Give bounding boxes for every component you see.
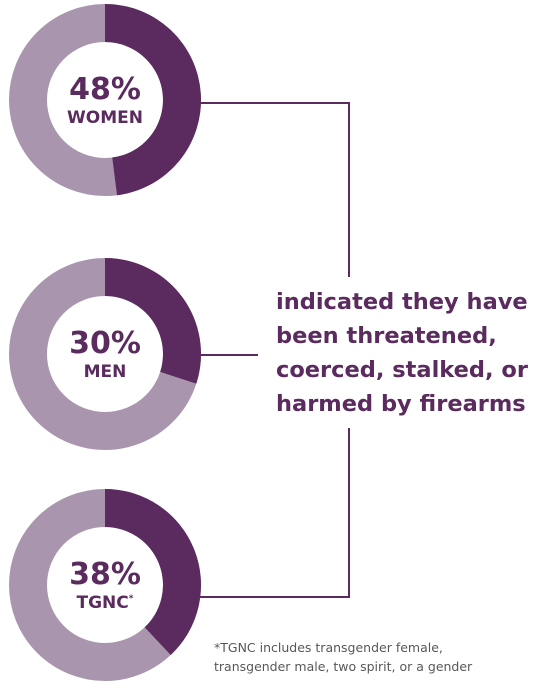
group-name: TGNC — [77, 593, 129, 613]
donut-value-slice — [105, 4, 202, 196]
connector-top — [200, 102, 350, 277]
donut-value-slice — [105, 258, 201, 384]
statement-text: indicated they have been threatened, coe… — [276, 285, 547, 421]
group-footnote-mark: * — [129, 594, 134, 604]
donut-tgnc: 38%TGNC* — [9, 489, 202, 681]
donut-group-label: MEN — [84, 362, 127, 382]
statement-line: been threatened, — [276, 323, 497, 349]
statement-line: coerced, stalked, or — [276, 357, 528, 383]
donut-group-label: TGNC* — [77, 593, 134, 613]
connector-lines — [199, 102, 350, 598]
footnote-line: *TGNC includes transgender female, — [214, 640, 443, 655]
statement-line: indicated they have — [276, 289, 528, 315]
connector-bottom — [199, 428, 350, 598]
donuts-layer: 48%WOMEN 30%MEN 38%TGNC* — [9, 4, 202, 681]
donut-group-label: WOMEN — [67, 108, 143, 128]
donut-women: 48%WOMEN — [9, 4, 202, 196]
donut-percent-label: 38% — [69, 557, 141, 592]
group-name: MEN — [84, 362, 127, 382]
donut-value-slice — [105, 489, 202, 655]
donut-men: 30%MEN — [9, 258, 201, 450]
statement-line: harmed by firearms — [276, 391, 526, 417]
group-name: WOMEN — [67, 108, 143, 128]
donut-percent-label: 48% — [69, 72, 141, 107]
footnote-line: transgender male, two spirit, or a gende… — [214, 659, 473, 674]
footnote: *TGNC includes transgender female, trans… — [214, 638, 547, 676]
donut-percent-label: 30% — [69, 326, 141, 361]
